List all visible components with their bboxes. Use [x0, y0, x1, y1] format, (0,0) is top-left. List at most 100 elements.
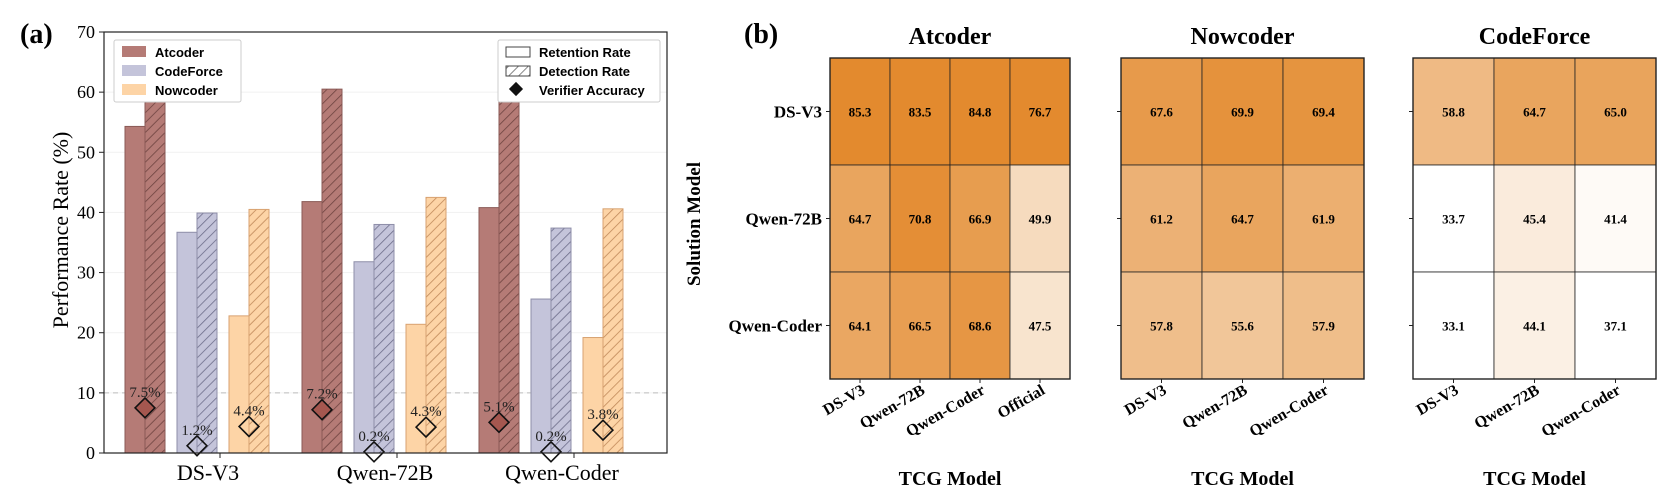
col-label: Qwen-72B	[1180, 382, 1251, 433]
legend-label-verifier: Verifier Accuracy	[539, 83, 646, 98]
bar-codeforce-retention	[176, 231, 198, 454]
heatmap-cell-label: 41.4	[1604, 212, 1627, 227]
heatmap-cell-label: 65.0	[1604, 105, 1627, 120]
col-label: DS-V3	[820, 382, 868, 419]
heatmap-cell-label: 70.8	[909, 212, 932, 227]
verifier-label: 0.2%	[535, 429, 566, 445]
legend-diamond-icon	[508, 81, 524, 97]
heatmap-cell	[1120, 57, 1203, 166]
heatmap-cell	[889, 164, 951, 273]
verifier-diamond-nowcoder	[414, 416, 438, 439]
heatmap-x-axis-label: TCG Model	[1483, 468, 1586, 490]
y-tick-label: 60	[77, 82, 95, 102]
y-tick-label: 0	[86, 443, 95, 463]
heatmap-y-axis-label: Solution Model	[684, 162, 705, 286]
heatmap-title: Atcoder	[909, 24, 992, 50]
verifier-diamond-atcoder	[487, 411, 511, 434]
verifier-diamond-codeforce	[539, 440, 563, 463]
heatmap-x-axis-label: TCG Model	[1191, 468, 1294, 490]
metric-legend: Retention Rate Detection Rate Verifier A…	[497, 39, 661, 103]
heatmaps: Atcoder 85.3 83.5 84.8 76.7 64.7 70.8 66.9 49.9 6…	[729, 24, 1657, 490]
heatmap-cell	[1574, 164, 1657, 273]
legend-label-nowcoder: Nowcoder	[155, 83, 218, 98]
heatmap-cell-label: 84.8	[969, 105, 992, 120]
panel-label-a: (a)	[20, 19, 53, 50]
heatmap-cell-label: 68.6	[969, 319, 992, 334]
heatmap-cell	[1009, 164, 1071, 273]
col-label: Qwen-Coder	[1539, 382, 1624, 441]
heatmap-cell-label: 44.1	[1523, 319, 1546, 334]
heatmap-cell-label: 69.4	[1312, 105, 1335, 120]
heatmap-title: CodeForce	[1479, 24, 1591, 50]
verifier-label: 5.1%	[483, 399, 514, 415]
heatmap-cell-label: 76.7	[1029, 105, 1052, 120]
bar-codeforce-detection	[196, 212, 218, 454]
verifier-diamond-codeforce	[362, 440, 386, 463]
bar-chart-marks: 7.5% 7.2% 5.1% 1.2% 0.2% 0.2% 4.4% 4.3% 3.8%	[124, 88, 624, 463]
verifier-diamond-nowcoder	[237, 415, 261, 438]
row-label: Qwen-Coder	[729, 317, 823, 336]
heatmap-cell-label: 33.1	[1442, 319, 1465, 334]
heatmap-cell	[1574, 57, 1657, 166]
heatmap-cell-label: 66.5	[909, 319, 932, 334]
heatmap-cell-label: 45.4	[1523, 212, 1546, 227]
heatmap-cell	[1009, 271, 1071, 380]
source-legend: Atcoder CodeForce Nowcoder	[113, 39, 242, 103]
heatmap-cell-label: 49.9	[1029, 212, 1052, 227]
verifier-label: 4.4%	[233, 404, 264, 420]
panel-label-b: (b)	[744, 19, 778, 50]
y-tick-label: 20	[77, 323, 95, 343]
heatmap-cell	[1201, 271, 1284, 380]
heatmap-cell-label: 69.9	[1231, 105, 1254, 120]
legend-swatch-codeforce	[122, 65, 146, 76]
verifier-label: 7.5%	[129, 385, 160, 401]
legend-swatch-nowcoder	[122, 84, 146, 95]
y-tick-label: 10	[77, 383, 95, 403]
verifier-label: 3.8%	[587, 407, 618, 423]
heatmap-cell-label: 66.9	[969, 212, 992, 227]
legend-label-atcoder: Atcoder	[155, 45, 204, 60]
heatmap-cell-label: 64.7	[1231, 212, 1254, 227]
heatmap-cell-label: 64.1	[849, 319, 872, 334]
bar-plot-frame	[103, 31, 668, 454]
x-tick-label: Qwen-72B	[337, 460, 434, 485]
verifier-label: 1.2%	[181, 423, 212, 439]
legend-label-detection: Detection Rate	[539, 64, 630, 79]
heatmap-cell	[1282, 164, 1365, 273]
heatmap-cell-label: 83.5	[909, 105, 932, 120]
verifier-label: 7.2%	[306, 387, 337, 403]
legend-swatch-retention	[505, 46, 531, 58]
heatmap-cell-label: 85.3	[849, 105, 872, 120]
legend-swatch-detection	[505, 65, 531, 77]
bar-codeforce-detection	[373, 223, 395, 454]
x-tick-label: DS-V3	[177, 460, 239, 485]
legend-swatch-atcoder	[122, 46, 146, 57]
heatmap-cell-label: 64.7	[849, 212, 872, 227]
heatmap-cell-label: 33.7	[1442, 212, 1465, 227]
heatmap-codeforce: CodeForce 58.8 64.7 65.0 33.7 45.4 41.4 33.1 44.…	[1409, 24, 1657, 490]
row-label: DS-V3	[774, 103, 822, 122]
row-label: Qwen-72B	[746, 210, 823, 229]
col-label: Official	[995, 381, 1049, 422]
bar-chart-axes: 0 10 20 30 40 50 60 70 DS-V3 Qwen-72B Qwen-Coder	[77, 22, 668, 485]
heatmap-cell-label: 57.9	[1312, 319, 1335, 334]
x-tick-label: Qwen-Coder	[505, 460, 619, 485]
heatmap-cell-label: 58.8	[1442, 105, 1465, 120]
heatmap-cell-label: 37.1	[1604, 319, 1627, 334]
verifier-diamond-nowcoder	[591, 419, 615, 442]
heatmap-cell	[1282, 271, 1365, 380]
legend-label-codeforce: CodeForce	[155, 64, 223, 79]
heatmap-cell-label: 61.2	[1150, 212, 1173, 227]
heatmap-cell-label: 55.6	[1231, 319, 1254, 334]
bar-y-axis-label: Performance Rate (%)	[48, 132, 73, 329]
col-label: Qwen-Coder	[1247, 382, 1332, 441]
verifier-diamond-atcoder	[310, 398, 334, 421]
heatmap-cell-label: 47.5	[1029, 319, 1052, 334]
heatmap-cell	[1493, 164, 1576, 273]
bar-codeforce-retention	[353, 261, 375, 454]
heatmap-x-axis-label: TCG Model	[899, 468, 1002, 490]
y-tick-label: 30	[77, 263, 95, 283]
col-label: DS-V3	[1122, 382, 1170, 419]
heatmap-cell	[1201, 164, 1284, 273]
